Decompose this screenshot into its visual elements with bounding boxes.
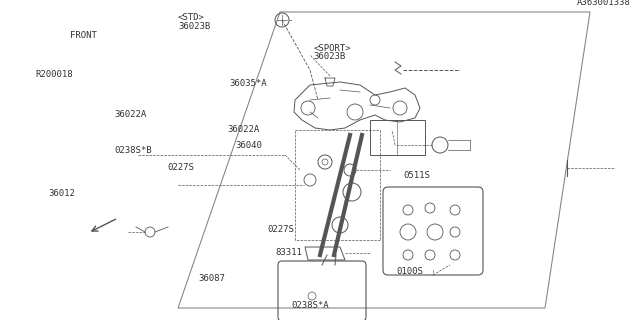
Text: 36023B: 36023B: [314, 52, 346, 61]
Text: 36022A: 36022A: [227, 125, 259, 134]
Text: 0238S*B: 0238S*B: [114, 146, 152, 155]
Text: R200018: R200018: [35, 70, 73, 79]
Text: <SPORT>: <SPORT>: [314, 44, 351, 53]
Text: 36040: 36040: [236, 141, 262, 150]
Text: FRONT: FRONT: [70, 31, 97, 40]
Text: 36012: 36012: [48, 189, 75, 198]
Text: 0227S: 0227S: [168, 164, 195, 172]
Text: 36087: 36087: [198, 274, 225, 283]
Text: 36035*A: 36035*A: [229, 79, 267, 88]
Text: 36023B: 36023B: [178, 22, 210, 31]
Text: 0238S*A: 0238S*A: [291, 301, 329, 310]
Text: <STD>: <STD>: [178, 13, 205, 22]
Text: 0511S: 0511S: [403, 171, 430, 180]
Text: 0227S: 0227S: [268, 225, 294, 234]
Text: 36022A: 36022A: [114, 110, 146, 119]
Text: A363001338: A363001338: [577, 0, 630, 7]
Text: 0100S: 0100S: [397, 268, 424, 276]
Text: 83311: 83311: [275, 248, 302, 257]
